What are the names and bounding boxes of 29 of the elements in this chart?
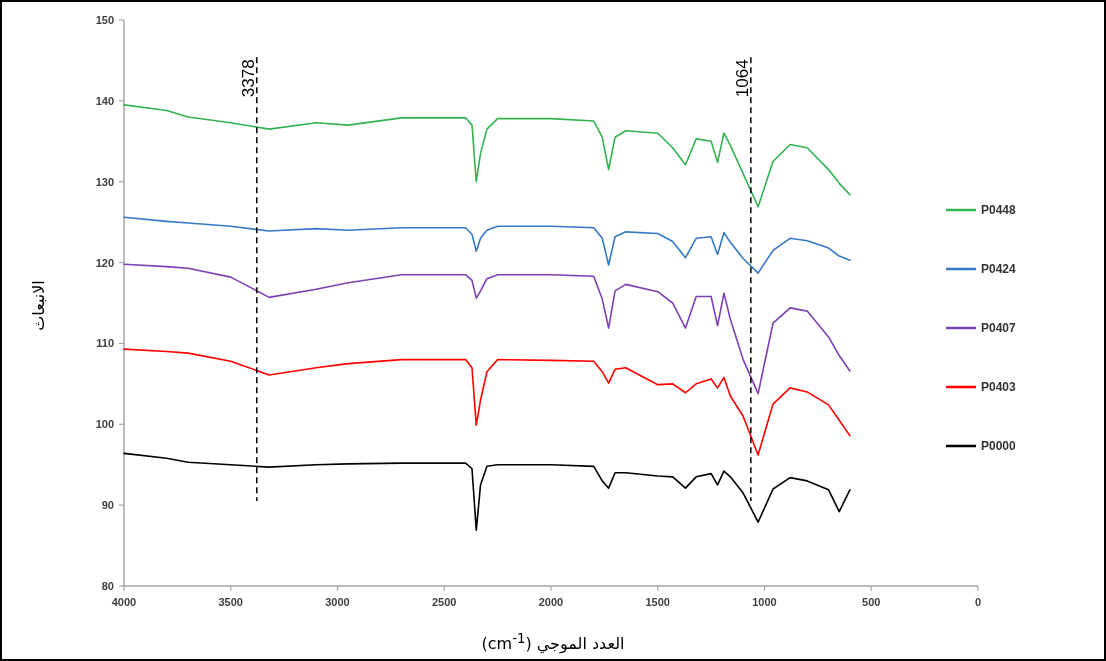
x-tick-label: 4000 — [111, 596, 137, 608]
x-tick-label: 500 — [862, 596, 881, 608]
legend-label: P0403 — [981, 380, 1017, 394]
y-tick-label: 140 — [95, 94, 114, 107]
line-series — [123, 216, 851, 274]
legend-label: P0000 — [981, 439, 1017, 453]
x-tick-label: 2500 — [432, 596, 457, 608]
y-tick-label: 110 — [96, 337, 114, 350]
x-tick-label: 1000 — [752, 596, 777, 608]
y-tick-label: 80 — [101, 580, 114, 592]
legend-label: P0424 — [981, 262, 1017, 276]
x-tick-label: 3000 — [325, 596, 350, 608]
x-tick-label: 0 — [974, 596, 982, 608]
ref-line-label: 3378 — [238, 59, 258, 98]
legend-label: P0448 — [981, 203, 1017, 217]
line-series — [123, 104, 851, 208]
y-tick-label: 90 — [101, 499, 114, 512]
x-tick-label: 2000 — [538, 596, 564, 608]
x-tick-label: 1500 — [645, 596, 670, 608]
y-tick-label: 130 — [95, 175, 114, 188]
y-tick-label: 120 — [95, 256, 114, 269]
line-series — [123, 263, 851, 395]
y-tick-label: 150 — [95, 14, 114, 26]
y-tick-label: 100 — [95, 418, 114, 431]
ref-line-label: 1064 — [732, 59, 752, 98]
legend-label: P0407 — [981, 321, 1017, 335]
y-axis-title: الانبعاث — [28, 279, 48, 331]
line-series — [123, 348, 851, 456]
x-tick-label: 3500 — [218, 596, 243, 608]
